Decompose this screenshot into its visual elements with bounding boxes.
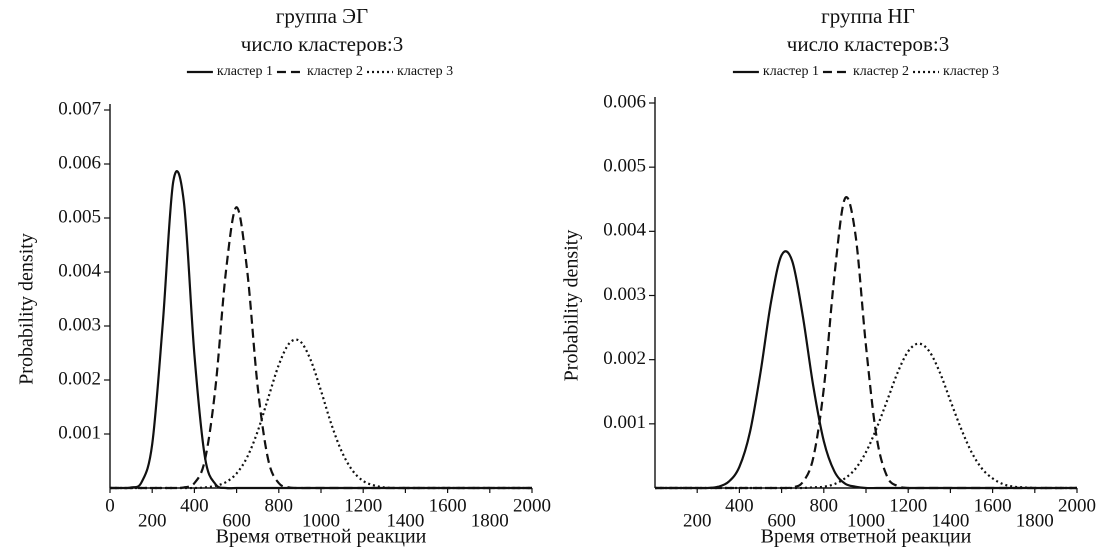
x-tick-label: 800 — [810, 495, 839, 516]
chart-subtitle: число кластеров:3 — [241, 32, 403, 56]
y-tick-label: 0.003 — [603, 284, 646, 305]
density-curve — [109, 170, 532, 490]
y-tick-label: 0.005 — [58, 206, 101, 227]
x-tick-label: 2000 — [1058, 495, 1096, 516]
y-tick-label: 0.004 — [603, 220, 646, 241]
x-tick-label: 600 — [222, 510, 251, 531]
y-tick-label: 0.005 — [603, 156, 646, 177]
y-tick-label: 0.001 — [603, 412, 646, 433]
x-tick-label: 1000 — [302, 510, 340, 531]
x-tick-label: 0 — [105, 495, 115, 516]
density-curve — [110, 338, 532, 490]
x-tick-label: 1400 — [386, 510, 424, 531]
y-tick-label: 0.007 — [58, 98, 101, 119]
density-curve — [110, 206, 532, 490]
y-tick-label: 0.001 — [58, 422, 101, 443]
y-tick-label: 0.004 — [58, 260, 101, 281]
x-tick-label: 1400 — [931, 510, 969, 531]
y-axis-label: Probability density — [16, 233, 38, 385]
x-tick-label: 200 — [138, 510, 167, 531]
x-tick-label: 1000 — [847, 510, 885, 531]
x-tick-label: 400 — [725, 495, 754, 516]
x-tick-label: 1200 — [889, 495, 927, 516]
chart-title: группа НГ — [821, 4, 915, 28]
legend-label: кластер 1 — [217, 64, 273, 79]
x-tick-label: 1600 — [974, 495, 1012, 516]
y-tick-label: 0.006 — [603, 91, 646, 112]
x-tick-label: 400 — [180, 495, 209, 516]
density-curve — [655, 196, 1077, 490]
y-tick-label: 0.002 — [58, 368, 101, 389]
x-tick-label: 2000 — [513, 495, 551, 516]
x-tick-label: 1800 — [471, 510, 509, 531]
y-tick-label: 0.002 — [603, 348, 646, 369]
y-axis-label: Probability density — [561, 230, 583, 382]
y-tick-label: 0.006 — [58, 152, 101, 173]
legend-label: кластер 1 — [763, 64, 819, 79]
x-axis-label: Время ответной реакции — [761, 526, 972, 548]
legend-label: кластер 2 — [307, 64, 363, 79]
x-tick-label: 600 — [767, 510, 796, 531]
legend-label: кластер 3 — [397, 64, 453, 79]
x-tick-label: 200 — [683, 510, 712, 531]
density-curve — [655, 342, 1077, 490]
x-tick-label: 800 — [265, 495, 294, 516]
x-tick-label: 1200 — [344, 495, 382, 516]
x-tick-label: 1600 — [429, 495, 467, 516]
chart-subtitle: число кластеров:3 — [787, 32, 949, 56]
y-tick-label: 0.003 — [58, 314, 101, 335]
legend-label: кластер 3 — [943, 64, 999, 79]
legend-label: кластер 2 — [853, 64, 909, 79]
x-tick-label: 1800 — [1016, 510, 1054, 531]
chart-title: группа ЭГ — [276, 4, 368, 28]
x-axis-label: Время ответной реакции — [216, 526, 427, 548]
